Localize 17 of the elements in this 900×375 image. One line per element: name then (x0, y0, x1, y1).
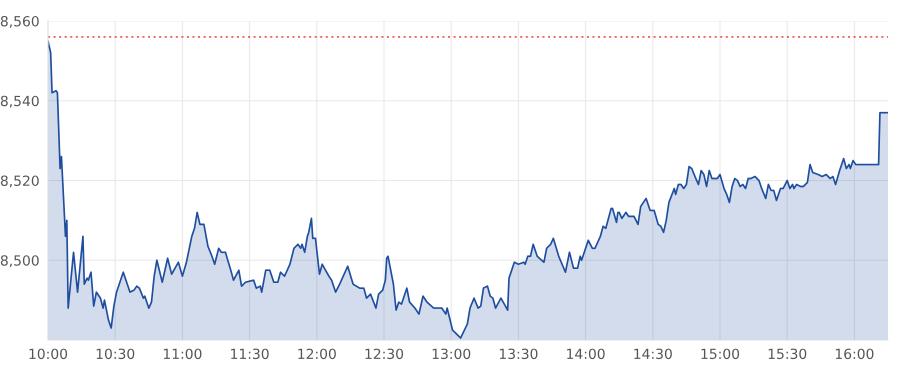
x-tick-label: 15:30 (768, 348, 806, 360)
x-tick-label: 16:00 (836, 348, 874, 360)
y-tick-label: 8,520 (0, 175, 39, 188)
x-tick-label: 10:00 (30, 348, 68, 360)
x-tick-label: 12:00 (298, 348, 336, 360)
x-tick-label: 13:00 (432, 348, 470, 360)
x-tick-label: 10:30 (96, 348, 134, 360)
x-tick-label: 13:30 (500, 348, 538, 360)
x-tick-label: 11:00 (164, 348, 202, 360)
x-tick-label: 15:00 (702, 348, 740, 360)
y-tick-label: 8,540 (0, 96, 39, 108)
x-tick-label: 14:00 (567, 348, 605, 360)
x-tick-label: 11:30 (231, 348, 269, 360)
y-tick-label: 8,560 (0, 16, 39, 28)
x-tick-label: 12:30 (366, 348, 404, 360)
y-tick-label: 8,500 (0, 255, 39, 268)
x-tick-label: 14:30 (634, 348, 672, 360)
